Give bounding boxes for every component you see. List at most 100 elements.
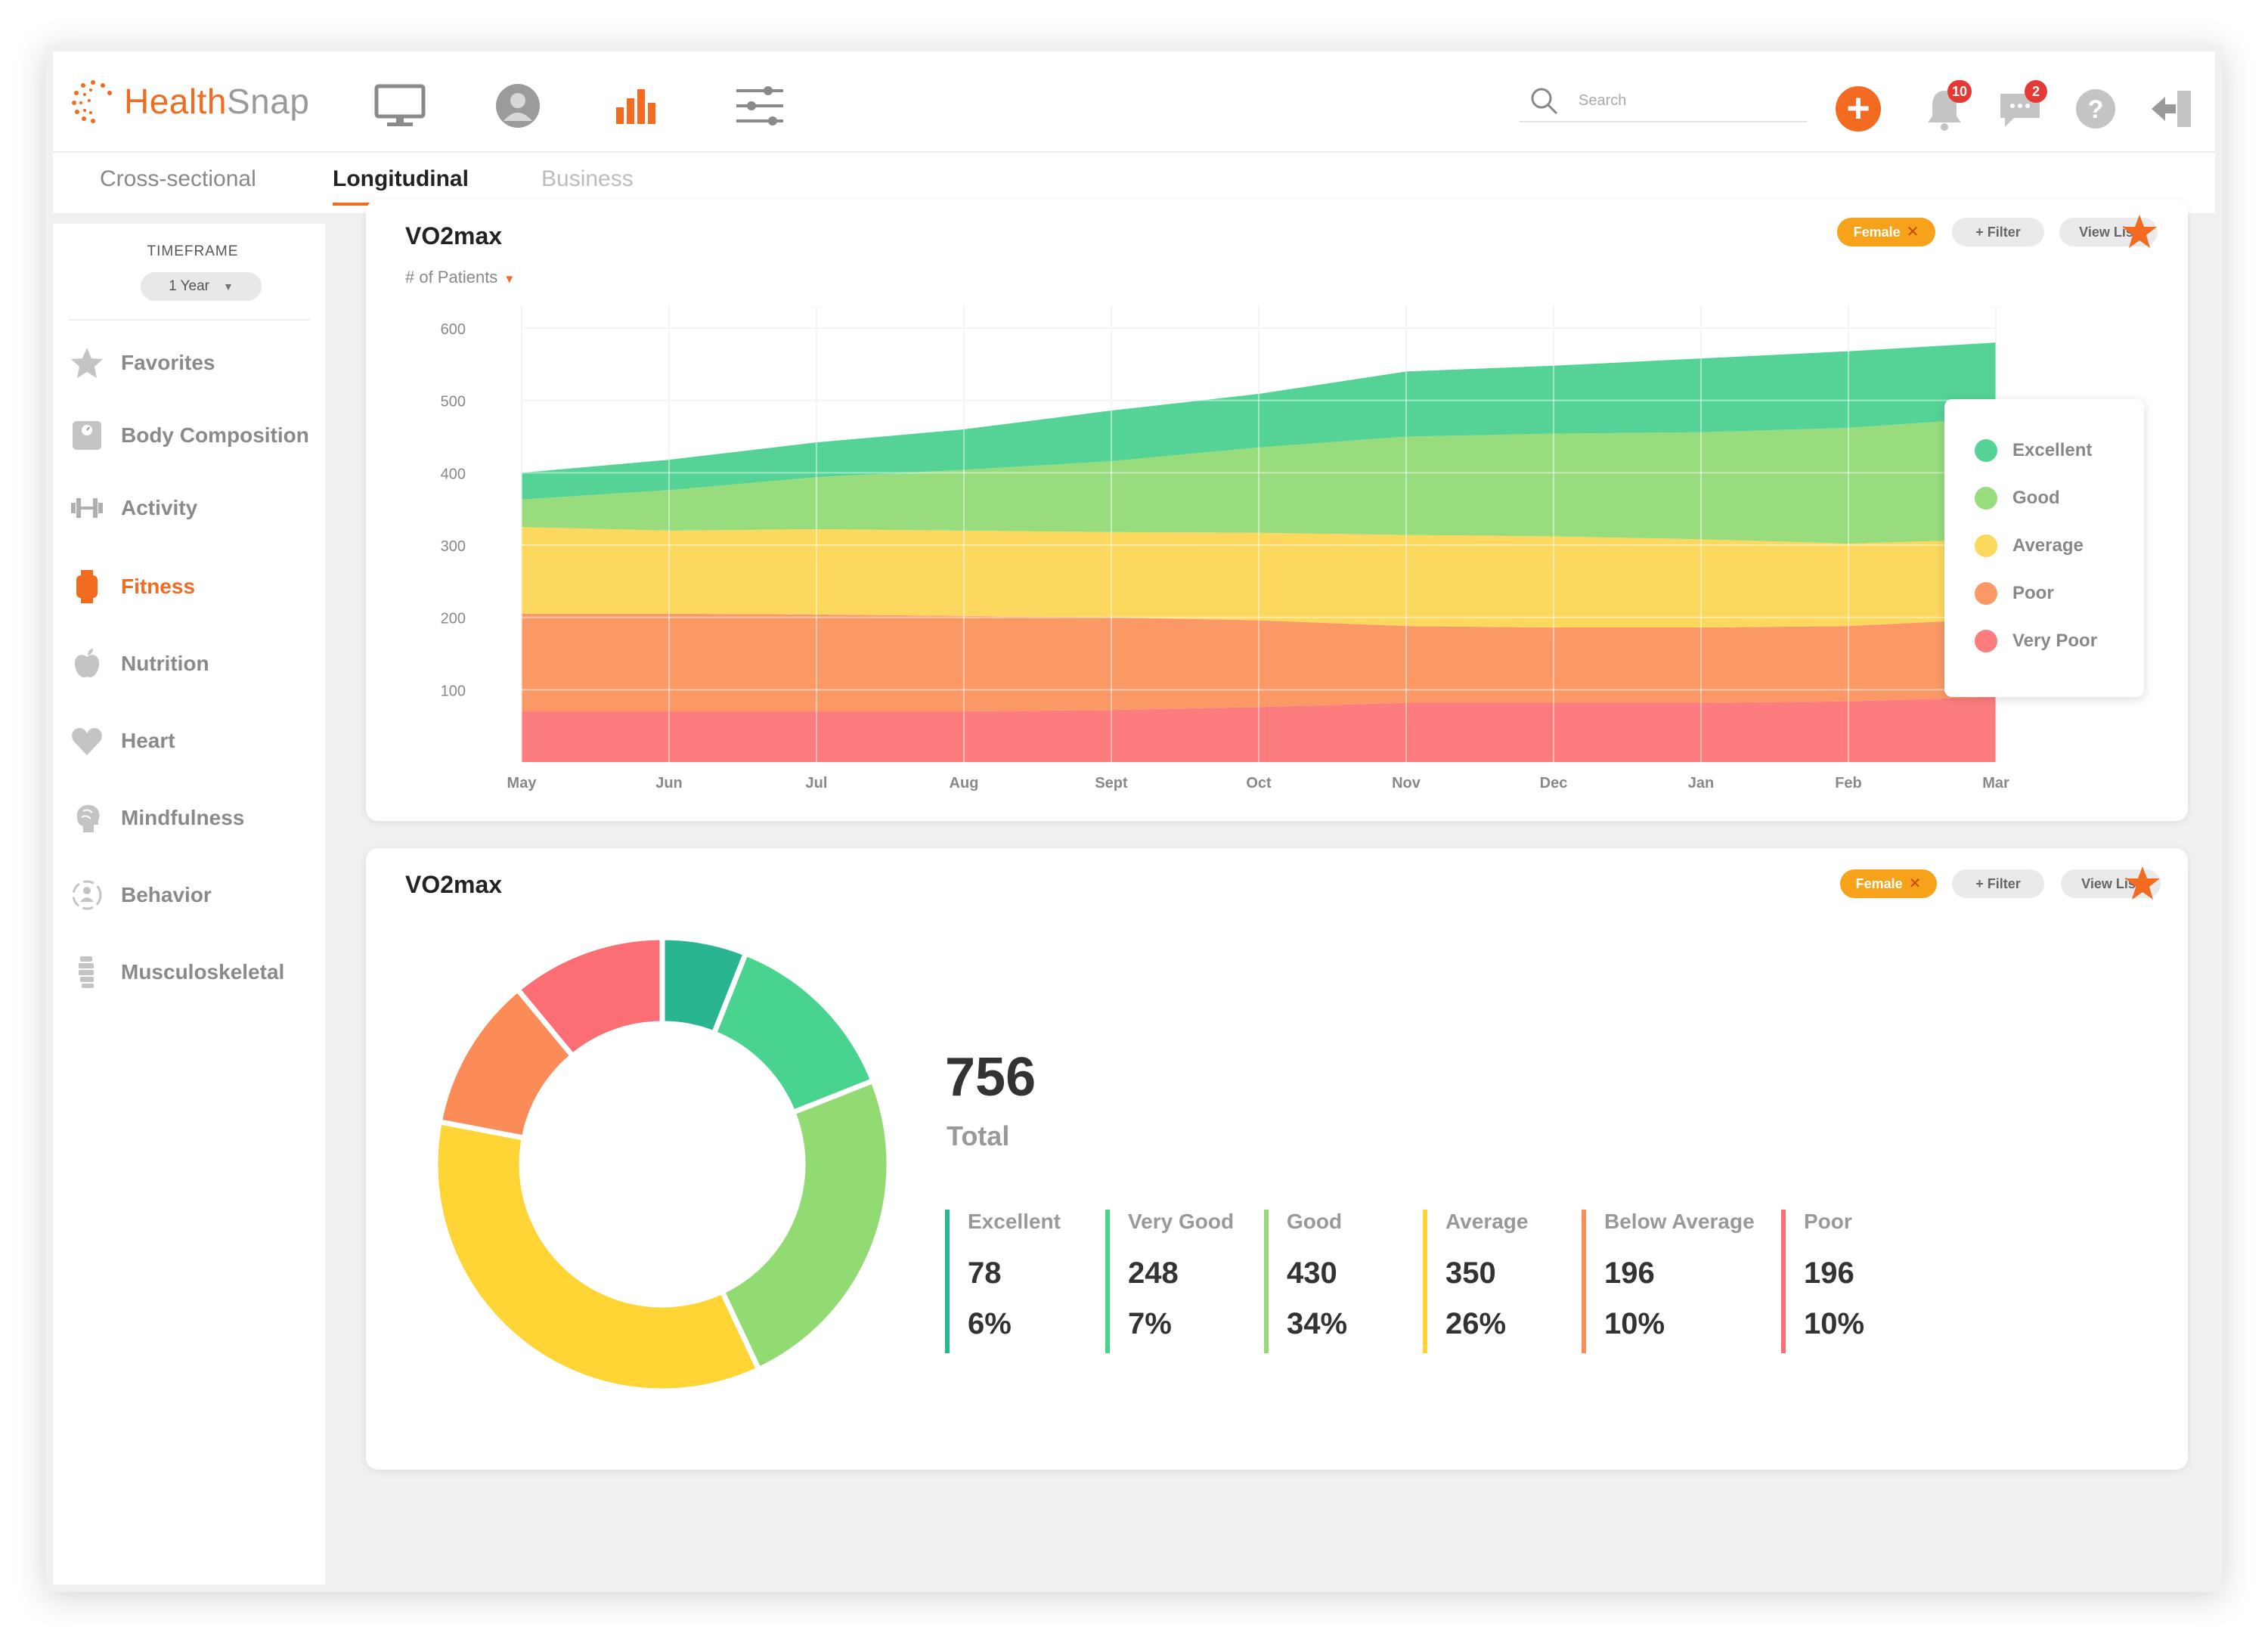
timeframe-label: TIMEFRAME [147,243,239,259]
dumbbell-icon [68,489,106,527]
sidebar-item-musculoskeletal[interactable]: Musculoskeletal [68,950,325,995]
total-label: Total [947,1120,1010,1151]
favorite-star-icon[interactable] [2124,865,2161,901]
stat-percent: 26% [1445,1307,1507,1340]
y-tick-label: 300 [441,538,466,555]
x-tick-label: Mar [1982,775,2009,792]
legend-swatch [1975,439,1997,462]
area-series-excellent[interactable] [522,342,1996,500]
area-series-very-poor[interactable] [522,696,1996,762]
sidebar-item-favorites[interactable]: Favorites [68,340,325,386]
sidebar-item-heart[interactable]: Heart [68,718,325,764]
area-series-poor[interactable] [522,613,1996,712]
stat-name: Below Average [1604,1210,1755,1233]
star-icon [68,344,106,382]
legend-item[interactable]: Very Poor [1975,626,2097,656]
x-tick-label: Dec [1540,775,1568,792]
close-icon[interactable]: ✕ [1908,875,1922,892]
stat-count: 430 [1287,1256,1337,1290]
user-icon[interactable] [491,82,544,130]
bar-chart-icon[interactable] [609,82,662,130]
stat-percent: 10% [1804,1307,1865,1340]
stat-good: Good 430 34% [1264,1210,1347,1353]
legend-item[interactable]: Excellent [1975,435,2092,466]
area-series-average[interactable] [522,527,1996,628]
legend-item[interactable]: Average [1975,531,2084,561]
sidebar-item-behavior[interactable]: Behavior [68,872,325,918]
add-button[interactable]: + [1836,86,1881,132]
messages-icon[interactable]: 2 [1996,80,2047,133]
donut-slice-average[interactable] [432,1118,763,1394]
sidebar-item-mindfulness[interactable]: Mindfulness [68,795,325,841]
add-filter-button[interactable]: + Filter [1952,218,2044,246]
sliders-icon[interactable] [733,82,786,130]
x-tick-label: Aug [950,775,979,792]
sidebar-item-label: Mindfulness [121,806,245,829]
x-tick-label: Oct [1246,775,1272,792]
legend-swatch [1975,534,1997,557]
y-tick-label: 600 [441,321,466,338]
area-chart: 100 200 300 400 500 600 May Jun Jul Aug Sept Oct Nov… [441,305,2009,792]
area-series-good[interactable] [522,417,1996,544]
timeframe-select[interactable]: 1 Year ▼ [141,272,262,301]
logout-icon[interactable] [2147,85,2195,133]
logo[interactable]: HealthSnap [70,71,309,132]
legend-swatch [1975,630,1997,652]
filter-tag-label: Female [1853,225,1901,240]
add-filter-button[interactable]: + Filter [1952,869,2044,898]
donut-slice-good[interactable] [718,1077,892,1374]
legend-label: Average [2012,535,2084,556]
search-input[interactable] [1579,91,1775,110]
legend-label: Poor [2012,583,2054,603]
help-icon[interactable]: ? [2071,85,2120,133]
sidebar-item-body-composition[interactable]: Body Composition [68,413,325,458]
favorite-star-icon[interactable] [2121,213,2158,249]
y-axis-metric-selector[interactable]: # of Patients ▼ [405,268,515,287]
stat-percent: 10% [1604,1307,1665,1340]
card-title: VO2max [405,871,503,898]
sidebar-item-label: Heart [121,729,175,752]
timeframe-value: 1 Year [169,278,210,294]
sidebar-item-activity[interactable]: Activity [68,485,325,531]
stat-percent: 6% [968,1307,1012,1340]
y-selector-label: # of Patients [405,268,498,287]
sidebar-item-fitness[interactable]: Fitness [68,564,325,609]
y-tick-label: 500 [441,394,466,411]
stat-below-average: Below Average 196 10% [1582,1210,1755,1353]
stat-percent: 7% [1128,1307,1172,1340]
female-filter-tag[interactable]: Female ✕ [1837,218,1935,246]
card-title: VO2max [405,222,503,249]
x-tick-label: May [507,775,538,792]
top-bar: HealthSnap + 10 2 ? [53,51,2215,153]
legend-swatch [1975,487,1997,510]
watch-icon [68,568,106,606]
stat-name: Average [1445,1210,1529,1233]
legend-label: Excellent [2012,440,2093,460]
female-filter-tag[interactable]: Female ✕ [1840,869,1937,898]
donut-slice-poor[interactable] [513,934,665,1060]
sidebar-item-label: Fitness [121,575,196,598]
sidebar: TIMEFRAME 1 Year ▼ Favorites Body Compos… [53,224,325,1585]
stat-count: 78 [968,1256,1002,1290]
legend-item[interactable]: Poor [1975,578,2054,609]
brain-icon [68,799,106,837]
person-cycle-icon [68,876,106,914]
sidebar-item-label: Behavior [121,883,212,906]
tab-business[interactable]: Business [541,166,634,191]
logo-text-health: Health [124,82,227,121]
sidebar-item-nutrition[interactable]: Nutrition [68,641,325,686]
apple-icon [68,645,106,683]
monitor-icon[interactable] [373,82,426,130]
stat-count: 248 [1128,1256,1179,1290]
app-window: HealthSnap + 10 2 ? [45,45,2223,1592]
stat-average: Average 350 26% [1423,1210,1528,1353]
stat-excellent: Excellent 78 6% [945,1210,1061,1353]
legend-item[interactable]: Good [1975,483,2060,513]
search-box[interactable] [1520,80,1807,122]
vo2max-donut-card: VO2max Female ✕ + Filter View List 756 To… [366,848,2188,1470]
close-icon[interactable]: ✕ [1906,224,1919,240]
tab-cross-sectional[interactable]: Cross-sectional [100,166,256,191]
y-tick-label: 400 [441,466,466,482]
chart-legend: Excellent Good Average Poor Very Poor [1944,399,2144,697]
notifications-bell-icon[interactable]: 10 [1920,80,1972,133]
